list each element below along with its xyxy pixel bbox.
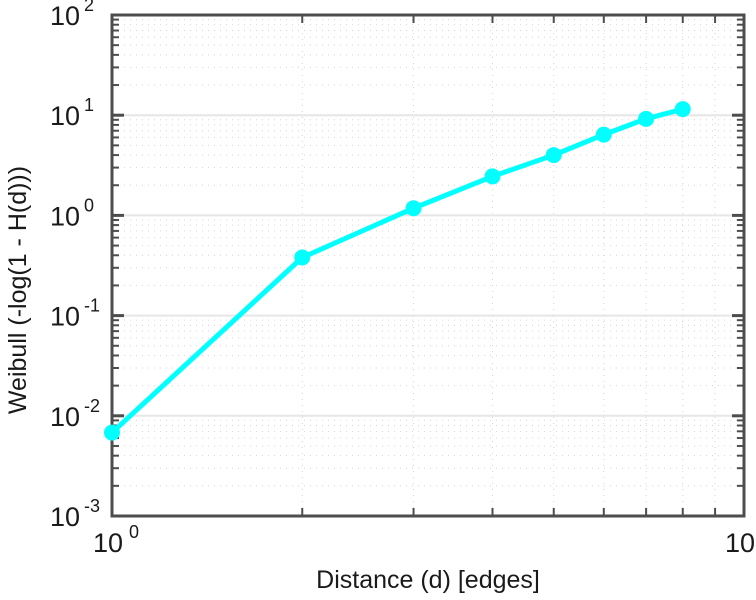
svg-text:10: 10 [50,402,80,432]
grid-lines [112,15,744,516]
y-tick-label: 10 1 [50,95,94,131]
svg-text:10: 10 [50,302,80,332]
svg-text:0: 0 [84,195,94,215]
data-point-marker [104,424,120,441]
svg-text:10: 10 [50,101,80,131]
data-point-marker [638,110,655,127]
x-axis-title: Distance (d) [edges] [316,566,540,594]
data-point-marker [674,101,691,118]
svg-text:-2: -2 [84,396,100,416]
svg-text:10: 10 [50,502,80,532]
plot-box [110,13,746,518]
svg-text:2: 2 [84,0,94,15]
svg-text:-3: -3 [84,496,100,516]
data-point-marker [545,147,562,164]
svg-text:10: 10 [93,528,123,558]
svg-text:1: 1 [84,95,94,115]
data-point-marker [294,249,311,266]
data-point-marker [595,126,612,143]
y-tick-label: 10 -3 [50,496,100,532]
data-point-marker [484,168,501,185]
y-tick-label: 10 -1 [50,296,100,332]
y-tick-label: 10 0 [50,195,94,231]
data-series [104,101,691,441]
svg-text:10: 10 [50,201,80,231]
data-point-marker [405,200,422,217]
y-axis-title: Weibull (-log(1 - H(d))) [4,166,32,414]
svg-text:10: 10 [50,1,80,31]
x-tick-label: 10 0 [93,522,139,558]
svg-text:-1: -1 [84,296,100,316]
svg-text:10: 10 [725,528,755,558]
y-tick-label: 10 2 [50,0,94,31]
y-tick-label: 10 -2 [50,396,100,432]
svg-text:0: 0 [129,522,139,542]
x-tick-label: 101 [725,528,755,558]
